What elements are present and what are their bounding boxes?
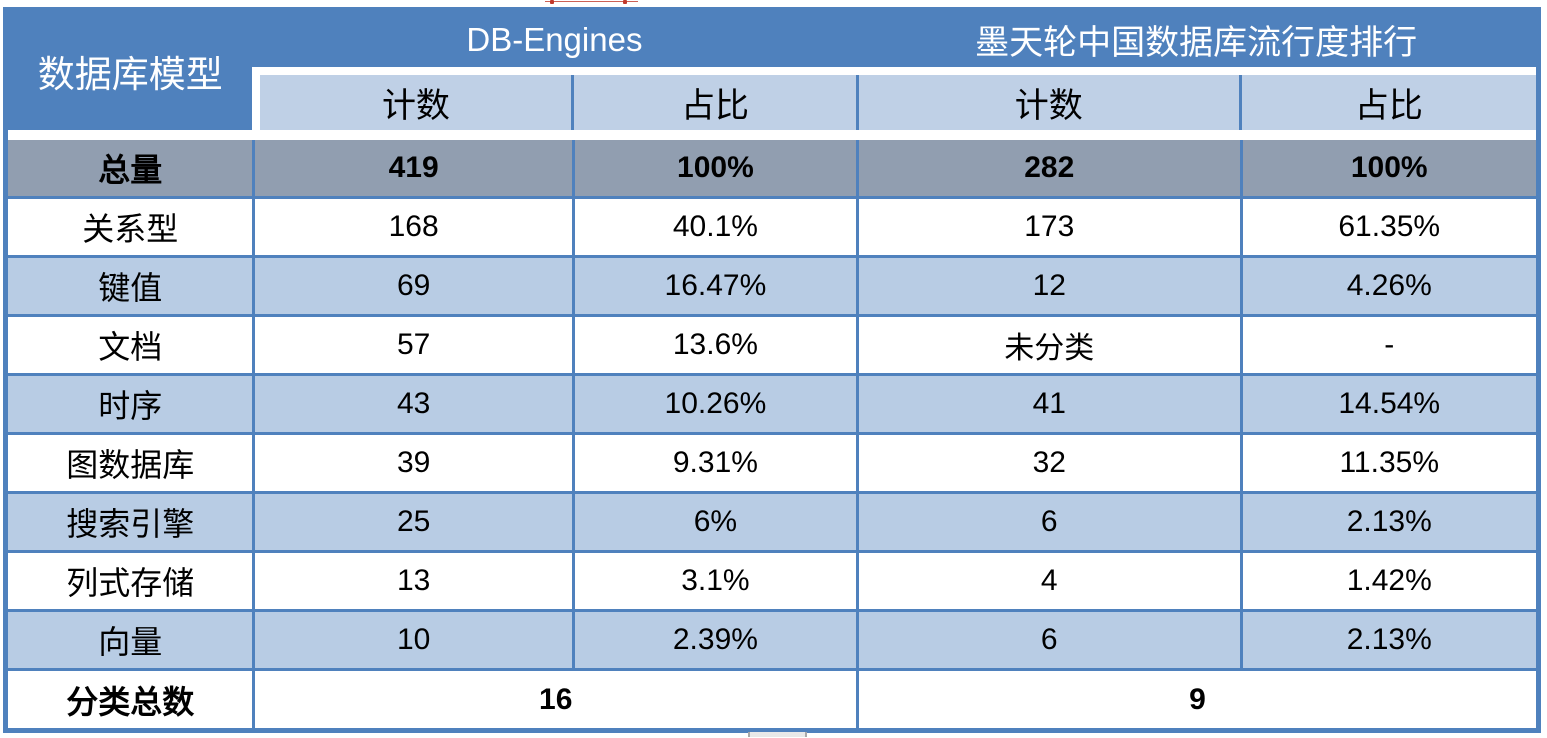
row-label: 键值 — [98, 270, 163, 306]
table-body: 总量 419 100% 282 100% 关系型 168 40.1% 173 61.35% 键值 69… — [8, 140, 1536, 668]
footer-value-modb: 9 — [856, 671, 1536, 728]
header-gap — [252, 67, 1536, 75]
row-label: 总量 — [98, 152, 163, 188]
footer-value-db-engines: 16 — [252, 671, 856, 728]
row-value: 39 — [252, 435, 571, 491]
row-value: 13 — [252, 553, 571, 609]
footer-row: 分类总数 16 9 — [8, 668, 1536, 728]
row-value: 43 — [252, 376, 571, 432]
row-value: 32 — [856, 435, 1240, 491]
row-value: 6% — [571, 494, 856, 550]
table-row-4: 时序 43 10.26% 41 14.54% — [8, 373, 1536, 432]
row-value: 14.54% — [1239, 376, 1536, 432]
row-value: 6 — [856, 494, 1240, 550]
table-row-7: 列式存储 13 3.1% 4 1.42% — [8, 550, 1536, 609]
row-value: 100% — [571, 140, 856, 196]
subheader-percent-modb: 占比 — [1238, 75, 1536, 130]
row-value: 69 — [252, 258, 571, 314]
row-value: 4.26% — [1239, 258, 1536, 314]
row-value: 2.39% — [571, 612, 856, 668]
subheader-count-modb: 计数 — [855, 75, 1239, 130]
row-value: 61.35% — [1239, 199, 1536, 255]
footer-label: 分类总数 — [66, 683, 195, 720]
row-value: 419 — [252, 140, 571, 196]
table-row-8: 向量 10 2.39% 6 2.13% — [8, 609, 1536, 668]
row-label: 列式存储 — [66, 565, 195, 601]
row-label: 时序 — [98, 388, 163, 424]
row-value: 3.1% — [571, 553, 856, 609]
row-label: 图数据库 — [66, 447, 195, 483]
row-value: 10.26% — [571, 376, 856, 432]
row-value: 40.1% — [571, 199, 856, 255]
row-value: 1.42% — [1239, 553, 1536, 609]
header-corner-label: 数据库模型 — [8, 12, 253, 130]
row-label: 文档 — [98, 329, 163, 365]
row-value: 2.13% — [1239, 494, 1536, 550]
table-row-3: 文档 57 13.6% 未分类 - — [8, 314, 1536, 373]
row-value: 13.6% — [571, 317, 856, 373]
row-value: 10 — [252, 612, 571, 668]
header-body-gap — [8, 130, 1536, 140]
red-underline-artifact — [545, 0, 638, 4]
row-label: 关系型 — [82, 211, 179, 247]
row-value: 4 — [856, 553, 1240, 609]
row-value: 16.47% — [571, 258, 856, 314]
row-value: 12 — [856, 258, 1240, 314]
row-value: 57 — [252, 317, 571, 373]
red-tick — [623, 0, 627, 4]
red-tick — [550, 0, 554, 4]
row-value: 11.35% — [1239, 435, 1536, 491]
header-right-block: DB-Engines 墨天轮中国数据库流行度排行 计数 占比 计数 占比 — [252, 12, 1536, 130]
row-value: 未分类 — [856, 317, 1240, 373]
header-group-modb: 墨天轮中国数据库流行度排行 — [856, 12, 1536, 67]
table-row-1: 关系型 168 40.1% 173 61.35% — [8, 196, 1536, 255]
table-header: 数据库模型 DB-Engines 墨天轮中国数据库流行度排行 计数 占比 计数 … — [8, 12, 1536, 130]
subheader-row: 计数 占比 计数 占比 — [252, 75, 1536, 130]
table-row-5: 图数据库 39 9.31% 32 11.35% — [8, 432, 1536, 491]
header-group-db-engines: DB-Engines — [252, 12, 857, 67]
row-label: 向量 — [98, 624, 163, 660]
table-row-2: 键值 69 16.47% 12 4.26% — [8, 255, 1536, 314]
subheader-percent-db-engines: 占比 — [571, 75, 856, 130]
table-row-6: 搜索引擎 25 6% 6 2.13% — [8, 491, 1536, 550]
row-value: 168 — [252, 199, 571, 255]
header-group-row: DB-Engines 墨天轮中国数据库流行度排行 — [252, 12, 1536, 67]
scrollbar-fragment-artifact — [748, 732, 807, 737]
row-value: 6 — [856, 612, 1240, 668]
red-line — [545, 1, 638, 2]
row-value: 100% — [1239, 140, 1536, 196]
row-label: 搜索引擎 — [66, 506, 195, 542]
row-value: 282 — [856, 140, 1240, 196]
row-value: 9.31% — [571, 435, 856, 491]
row-value: 2.13% — [1239, 612, 1536, 668]
database-comparison-table: 数据库模型 DB-Engines 墨天轮中国数据库流行度排行 计数 占比 计数 … — [3, 7, 1541, 733]
row-value: 25 — [252, 494, 571, 550]
row-value: 41 — [856, 376, 1240, 432]
row-value: 173 — [856, 199, 1240, 255]
table-row-total: 总量 419 100% 282 100% — [8, 140, 1536, 196]
row-value: - — [1239, 317, 1536, 373]
subheader-count-db-engines: 计数 — [252, 75, 572, 130]
